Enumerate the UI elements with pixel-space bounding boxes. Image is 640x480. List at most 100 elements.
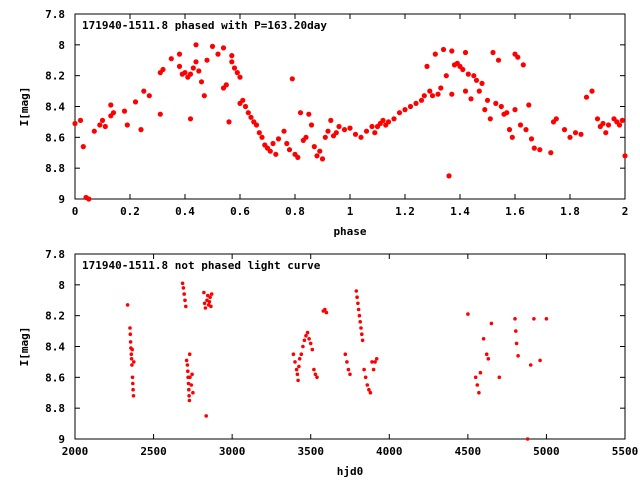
data-point (446, 173, 452, 179)
x-tick-label: 4000 (376, 445, 403, 458)
data-point (482, 107, 488, 113)
data-point (523, 127, 529, 133)
data-point (538, 358, 542, 363)
x-tick-label: 5500 (612, 445, 639, 458)
data-point (97, 122, 103, 128)
data-point (182, 292, 186, 296)
x-tick-label: 3500 (297, 445, 324, 458)
data-point (484, 352, 489, 357)
y-tick-label: 7.8 (45, 8, 65, 21)
data-point (497, 375, 502, 380)
data-point (367, 387, 371, 392)
x-tick-label: 2 (622, 205, 629, 218)
data-point (182, 70, 188, 76)
data-point (190, 65, 196, 71)
data-point (443, 73, 449, 79)
data-point (128, 326, 132, 330)
data-point (220, 45, 227, 51)
plot-frame (74, 253, 626, 440)
data-point (346, 367, 351, 372)
data-point (234, 70, 240, 76)
data-point (363, 375, 368, 380)
data-point (141, 88, 147, 94)
data-point (465, 71, 471, 77)
data-point (204, 57, 210, 63)
data-point (498, 103, 504, 110)
data-point (553, 116, 559, 122)
data-point (402, 107, 408, 113)
x-tick-label: 4500 (455, 445, 482, 458)
data-point (532, 317, 536, 321)
data-point (297, 357, 302, 361)
data-point (358, 134, 364, 140)
data-point (341, 127, 348, 133)
data-point (516, 354, 520, 358)
data-point (201, 93, 207, 99)
data-point (303, 134, 309, 140)
x-tick-label: 0 (72, 205, 79, 218)
data-point (295, 372, 300, 377)
data-point (231, 65, 238, 71)
data-point (343, 352, 348, 357)
data-point (296, 378, 300, 383)
data-point (306, 111, 312, 117)
data-point (473, 375, 478, 380)
data-point (110, 110, 117, 116)
y-tick-label: 8.6 (45, 131, 65, 144)
data-point (484, 97, 491, 103)
data-point (204, 414, 208, 418)
data-point (184, 358, 189, 363)
data-point (209, 292, 214, 296)
data-point (531, 145, 537, 151)
x-tick-label: 0.4 (175, 205, 195, 218)
y-tick-label: 7.8 (45, 248, 65, 261)
data-point (289, 76, 295, 82)
data-point (572, 130, 579, 136)
data-point (413, 100, 419, 106)
data-point (489, 321, 494, 326)
data-point (72, 120, 78, 127)
data-point (281, 128, 287, 134)
data-point (131, 394, 136, 398)
x-tick-label: 1.8 (560, 205, 580, 218)
data-point (187, 71, 194, 77)
data-point (193, 59, 199, 65)
data-point (305, 330, 310, 335)
y-tick-label: 9 (58, 433, 65, 446)
chart-title: 171940-1511.8 not phased light curve (82, 259, 321, 272)
data-point (440, 46, 447, 53)
data-point (196, 68, 202, 74)
data-point (471, 73, 477, 79)
data-point (187, 116, 194, 122)
data-point (352, 131, 359, 137)
data-point (77, 117, 84, 123)
data-point (600, 120, 606, 127)
x-tick-label: 0.6 (230, 205, 250, 218)
phased-light-curve-plot: 0 0.2 0.4 0.6 0.8 1 1.2 1.4 1.6 1.8 2 7.8 8 8.2 8.4 8.6… (18, 8, 628, 238)
data-point (229, 59, 235, 65)
data-point (99, 117, 106, 123)
data-point (181, 286, 186, 290)
data-point (369, 123, 375, 130)
data-point (297, 364, 301, 369)
data-point (132, 99, 139, 105)
data-point (506, 127, 513, 133)
x-tick-label: 2000 (62, 445, 89, 458)
data-point (462, 88, 469, 94)
data-point (438, 85, 444, 91)
data-point (525, 437, 530, 441)
data-point (187, 394, 191, 398)
data-point (207, 300, 212, 304)
data-point (514, 341, 519, 346)
data-point (509, 134, 515, 140)
data-point (360, 338, 365, 343)
unphased-light-curve-plot: 2000 2500 3000 3500 4000 4500 5000 5500 7.8 8 8.2 8… (18, 248, 638, 478)
x-tick-label: 0.8 (285, 205, 305, 218)
data-point (308, 341, 313, 346)
data-point (495, 57, 502, 63)
data-point (131, 387, 135, 392)
data-point (209, 304, 213, 309)
data-point (328, 117, 334, 123)
data-point (594, 116, 601, 122)
data-point (187, 398, 192, 403)
